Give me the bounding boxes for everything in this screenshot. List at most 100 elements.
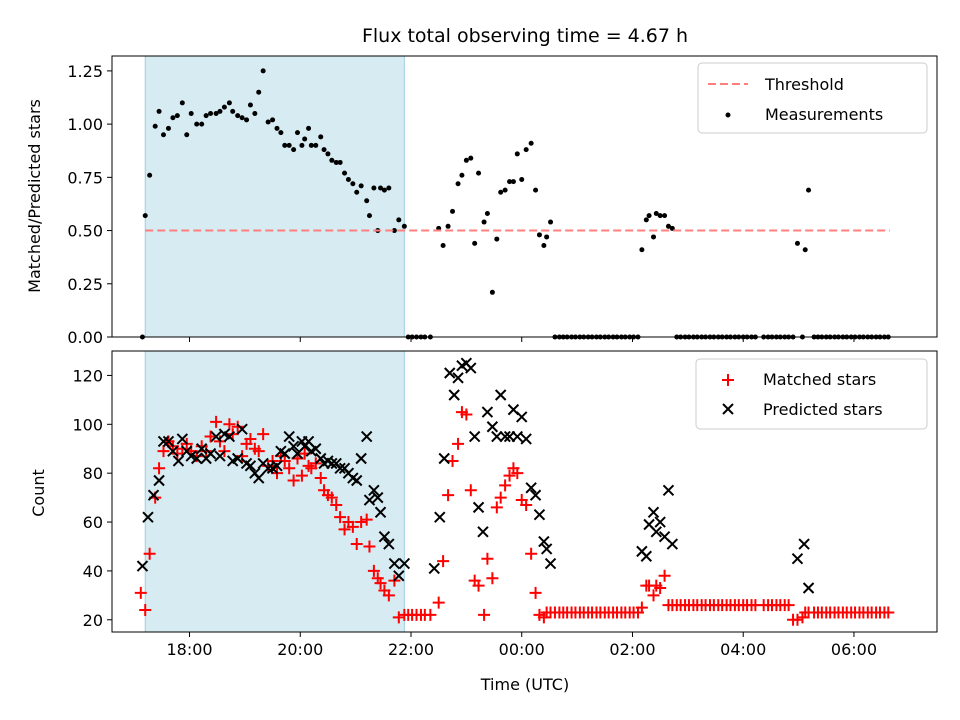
- predicted-star-point: [360, 430, 373, 443]
- measurement-point: [256, 89, 262, 95]
- measurement-point: [265, 119, 271, 125]
- matched-star-point: [635, 601, 648, 614]
- measurement-point: [536, 232, 542, 238]
- predicted-star-point: [448, 389, 460, 401]
- bottom-x-axis-label: Time (UTC): [480, 675, 569, 694]
- matched-star-point: [295, 469, 308, 482]
- bottom-y-tick-label: 60: [83, 513, 103, 532]
- predicted-star-point: [544, 557, 557, 570]
- top-axes-frame: [111, 55, 938, 338]
- top-y-tick-label: 0.25: [67, 275, 103, 294]
- measurement-point: [386, 185, 392, 191]
- measurement-point: [455, 181, 461, 187]
- predicted-star-point: [279, 447, 291, 460]
- measurement-point: [247, 102, 253, 108]
- measurement-point: [156, 108, 162, 114]
- predicted-star-point: [310, 443, 322, 455]
- predicted-star-point: [142, 511, 154, 523]
- matched-star-point: [287, 474, 300, 487]
- matched-star-point: [382, 589, 395, 602]
- x-tick-label: 22:00: [388, 640, 434, 659]
- measurement-point: [270, 117, 276, 123]
- measurement-point: [472, 240, 478, 246]
- predicted-star-point: [516, 411, 528, 423]
- measurement-point: [519, 176, 525, 182]
- matched-star-point: [520, 498, 533, 511]
- matched-star-point: [204, 430, 217, 443]
- legend-matched-swatch: [722, 374, 734, 386]
- matched-star-point: [452, 437, 465, 450]
- measurement-point: [396, 217, 402, 223]
- matched-star-point: [302, 459, 315, 472]
- legend-measurements-swatch: [725, 112, 731, 118]
- measurement-point: [445, 223, 451, 229]
- predicted-star-point: [287, 440, 300, 453]
- matched-star-point: [446, 454, 459, 467]
- top-y-axis-label: Matched/Predicted stars: [25, 99, 44, 293]
- predicted-star-point: [172, 455, 185, 467]
- predicted-star-point: [334, 462, 346, 474]
- top-panel: 0.00 0.25 0.50 0.75 1.00 1.25 Flux total obse…: [25, 25, 938, 347]
- measurement-point: [278, 130, 284, 136]
- matched-star-point: [392, 611, 405, 624]
- measurement-point: [286, 142, 292, 148]
- predicted-star-point: [326, 457, 338, 470]
- measurement-point: [639, 247, 645, 253]
- top-y-tick-label: 1.25: [67, 62, 103, 81]
- predicted-star-point: [398, 557, 411, 570]
- bottom-shaded-span: [144, 350, 405, 633]
- measurement-point: [802, 247, 808, 253]
- measurement-point: [665, 223, 671, 229]
- measurement-point: [354, 189, 360, 195]
- measurement-point: [459, 172, 465, 178]
- measurement-point: [653, 211, 659, 217]
- matched-star-point: [525, 547, 538, 560]
- matched-star-point: [503, 469, 516, 482]
- predicted-star-point: [204, 447, 217, 460]
- matched-star-point: [360, 513, 373, 526]
- matched-star-point: [481, 552, 494, 565]
- measurement-point: [510, 179, 516, 185]
- matched-star-point: [334, 511, 347, 524]
- measurement-point: [345, 176, 351, 182]
- measurement-point: [507, 179, 513, 185]
- bottom-legend: Matched stars Predicted stars: [695, 358, 928, 430]
- legend-threshold-label: Threshold: [764, 75, 844, 94]
- predicted-star-point: [650, 526, 662, 538]
- measurement-point: [239, 115, 245, 121]
- matched-star-point: [424, 608, 437, 621]
- top-shaded-span: [144, 55, 405, 338]
- measurement-point: [494, 236, 500, 242]
- measurement-point: [450, 208, 456, 214]
- predicted-star-point: [363, 494, 376, 506]
- measurement-point: [337, 159, 343, 165]
- matched-star-point: [325, 491, 338, 504]
- matched-star-point: [157, 445, 170, 458]
- predicted-star-point: [529, 489, 542, 501]
- measurement-point: [321, 147, 327, 153]
- matched-star-point: [338, 523, 351, 536]
- matched-star-point: [499, 479, 512, 492]
- predicted-star-point: [520, 433, 532, 445]
- measurement-point: [498, 189, 504, 195]
- measurement-point: [366, 213, 372, 219]
- matched-star-point: [654, 582, 667, 595]
- predicted-star-point: [162, 435, 175, 448]
- predicted-star-point: [465, 362, 477, 374]
- predicted-star-point: [540, 543, 553, 555]
- measurement-point: [291, 147, 297, 153]
- measurement-point: [476, 170, 482, 176]
- x-tick-label: 18:00: [166, 640, 212, 659]
- matched-star-point: [355, 516, 368, 529]
- measurement-point: [514, 151, 520, 157]
- measurement-point: [203, 113, 209, 119]
- measurement-point: [306, 125, 312, 131]
- measurement-point: [194, 121, 200, 127]
- predicted-star-point: [388, 557, 401, 570]
- x-tick-label: 04:00: [720, 640, 766, 659]
- matched-star-point: [363, 540, 376, 553]
- matched-star-point: [478, 608, 491, 621]
- matched-star-point: [432, 596, 445, 609]
- x-tick-label: 00:00: [499, 640, 545, 659]
